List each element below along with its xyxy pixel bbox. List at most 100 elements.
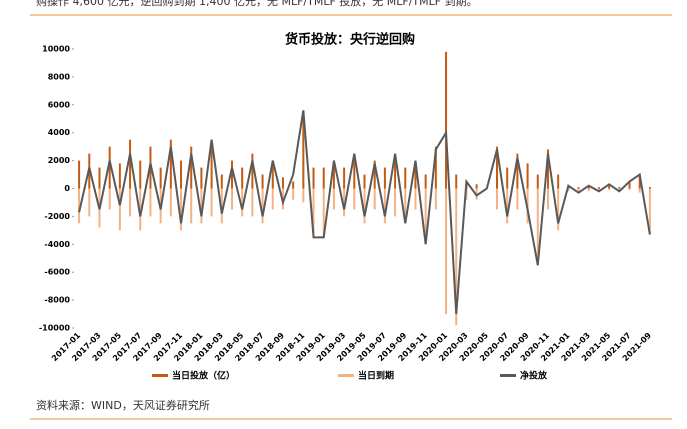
- bar: [118, 163, 121, 189]
- bar: [271, 188, 274, 210]
- bar: [302, 110, 305, 189]
- bar: [139, 160, 142, 189]
- bar: [98, 167, 101, 189]
- bar: [597, 188, 600, 192]
- bar: [648, 187, 651, 189]
- bar: [557, 188, 560, 231]
- bar: [516, 153, 519, 189]
- bar: [608, 184, 611, 189]
- y-tick-label: 4000: [48, 128, 71, 137]
- bar: [424, 174, 427, 189]
- y-tick-label: 6000: [48, 100, 71, 109]
- bar: [404, 188, 407, 224]
- bar: [200, 188, 203, 224]
- bar: [251, 188, 254, 217]
- bar: [322, 188, 325, 238]
- y-tick-label: -2000: [44, 212, 70, 221]
- bar: [567, 188, 570, 192]
- y-tick-label: -4000: [44, 240, 70, 249]
- bar: [404, 167, 407, 189]
- y-tick-label: 0: [64, 184, 70, 193]
- bar: [597, 187, 600, 189]
- bar: [78, 188, 81, 224]
- bar: [496, 188, 499, 210]
- bar: [424, 188, 427, 245]
- bar: [638, 174, 641, 189]
- bar: [506, 167, 509, 189]
- legend-label: 净投放: [520, 370, 548, 382]
- bar: [281, 177, 284, 189]
- bar: [220, 174, 223, 189]
- bar: [78, 160, 81, 189]
- bar: [648, 188, 651, 235]
- bar: [271, 160, 274, 189]
- bar: [475, 184, 478, 189]
- bar: [88, 188, 91, 217]
- bar: [434, 146, 437, 189]
- bar: [577, 187, 580, 189]
- bar: [251, 153, 254, 189]
- bar: [200, 167, 203, 189]
- bar: [302, 188, 305, 203]
- bar: [546, 188, 549, 210]
- intro-text: 购操作 4,600 亿元，逆回购到期 1,400 亿元，无 MLF/TMLF 投…: [36, 0, 478, 8]
- bar: [180, 160, 183, 189]
- bar: [587, 188, 590, 192]
- bar: [373, 160, 376, 189]
- bar: [108, 188, 111, 210]
- bar: [149, 188, 152, 217]
- bar: [312, 167, 315, 189]
- bar: [373, 188, 376, 210]
- bar: [363, 188, 366, 224]
- y-tick-label: -6000: [44, 268, 70, 277]
- bar: [241, 188, 244, 217]
- bar: [210, 188, 213, 217]
- bar: [394, 153, 397, 189]
- bar: [230, 160, 233, 189]
- bar: [536, 188, 539, 266]
- bar: [159, 167, 162, 189]
- bar: [129, 139, 132, 189]
- legend-label: 当日投放（亿）: [172, 370, 235, 382]
- y-tick-label: 2000: [48, 156, 71, 165]
- bar: [343, 167, 346, 189]
- bar: [261, 174, 264, 189]
- bar: [394, 188, 397, 217]
- bar: [587, 185, 590, 189]
- bar: [108, 146, 111, 189]
- bar: [353, 153, 356, 189]
- bar: [312, 188, 315, 238]
- legend-label: 当日到期: [358, 370, 394, 382]
- y-tick-label: 8000: [48, 72, 71, 81]
- bar: [139, 188, 142, 231]
- bar: [383, 188, 386, 224]
- bar: [230, 188, 233, 210]
- bar: [628, 181, 631, 189]
- bar: [353, 188, 356, 210]
- bar: [220, 188, 223, 224]
- y-tick-label: -8000: [44, 296, 70, 305]
- chart-title: 货币投放：央行逆回购: [285, 32, 415, 48]
- bar: [292, 181, 295, 189]
- bar: [343, 188, 346, 217]
- bar: [241, 167, 244, 189]
- bar: [261, 188, 264, 224]
- net-line: [78, 110, 651, 315]
- bar: [414, 160, 417, 189]
- bar: [526, 163, 529, 189]
- bar: [557, 174, 560, 189]
- bar: [210, 139, 213, 189]
- bar: [536, 174, 539, 189]
- bar: [129, 188, 132, 217]
- bar: [363, 174, 366, 189]
- bar: [383, 167, 386, 189]
- bar: [414, 188, 417, 210]
- bar: [628, 188, 631, 190]
- bar: [292, 188, 295, 200]
- bar: [190, 146, 193, 189]
- bar: [322, 167, 325, 189]
- bar: [434, 188, 437, 210]
- bar: [506, 188, 509, 224]
